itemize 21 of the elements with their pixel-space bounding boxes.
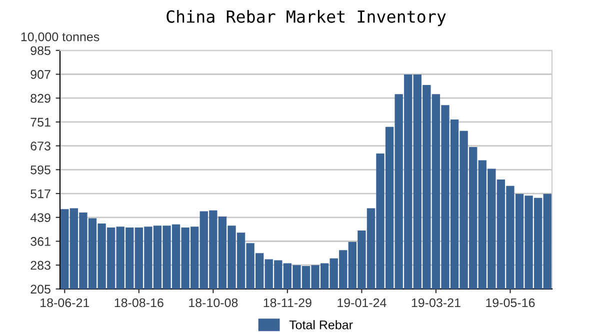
x-tick-label: 19-03-21 <box>412 298 460 308</box>
y-axis-title: 10,000 tonnes <box>21 32 100 43</box>
x-tick-label: 18-11-29 <box>264 298 312 308</box>
x-tick-label: 19-05-16 <box>486 298 535 308</box>
y-tick-label: 283 <box>30 260 50 270</box>
y-tick-label: 361 <box>30 237 50 246</box>
y-tick-label: 673 <box>30 142 50 150</box>
x-tick-label: 18-10-08 <box>189 298 238 308</box>
x-tick-label: 18-08-16 <box>114 298 164 308</box>
y-tick-label: 595 <box>30 165 50 174</box>
y-tick-label: 205 <box>30 284 50 294</box>
x-tick-label: 18-06-21 <box>40 298 90 308</box>
y-tick-label: 985 <box>30 46 50 56</box>
x-tick-label: 19-01-24 <box>338 298 386 308</box>
y-tick-label: 517 <box>30 189 50 198</box>
y-tick-label: 907 <box>30 70 50 79</box>
y-tick-label: 439 <box>30 213 50 222</box>
y-tick-label: 751 <box>30 118 50 127</box>
chart-title: China Rebar Market Inventory <box>166 10 446 26</box>
y-tick-label: 829 <box>30 94 50 103</box>
legend-label: Total Rebar <box>289 320 353 330</box>
